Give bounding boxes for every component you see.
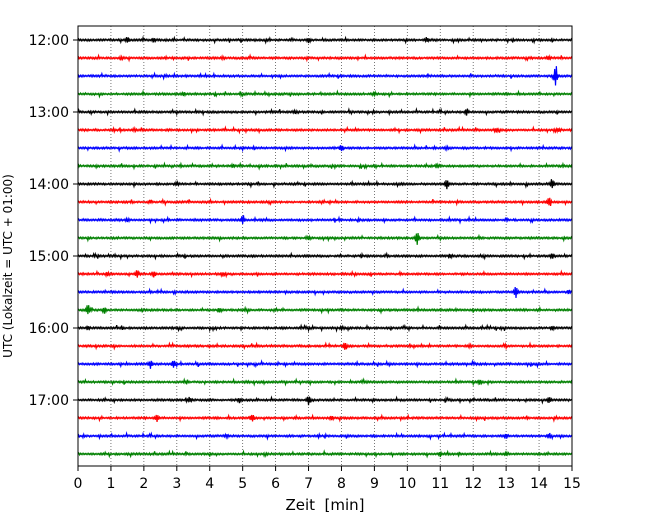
trace-1400 [77,179,573,190]
x-tick-label: 3 [172,476,181,492]
trace-1330 [77,143,573,153]
x-tick-label: 12 [464,476,482,492]
x-axis-label: Zeit [min] [285,496,364,514]
x-tick-label: 6 [271,476,280,492]
trace-1230 [77,66,573,86]
x-tick-label: 2 [139,476,148,492]
trace-1245 [77,89,573,99]
y-tick-label: 12:00 [29,33,69,49]
trace-1500 [77,251,573,261]
y-tick-label: 14:00 [29,177,69,193]
x-tick-label: 10 [398,476,416,492]
trace-1615 [77,341,573,351]
trace-1415 [77,197,573,207]
x-tick-label: 8 [337,476,346,492]
vertical-gridlines [110,26,540,466]
x-tick-label: 15 [563,476,581,492]
trace-1345 [77,161,573,171]
y-axis-ticks: 12:00 13:00 14:00 15:00 16:00 17:00 [29,33,78,409]
trace-1315 [77,125,573,135]
x-tick-label: 1 [106,476,115,492]
x-tick-label: 4 [205,476,214,492]
trace-1515 [77,269,573,279]
trace-1730 [77,431,573,441]
plot-frame [77,25,573,467]
trace-1700 [77,395,573,406]
trace-1215 [77,53,573,63]
x-tick-label: 13 [497,476,515,492]
trace-1600 [77,323,573,333]
y-axis-label: UTC (Lokalzeit = UTC + 01:00) [1,174,15,358]
trace-group [77,35,573,459]
x-tick-label: 14 [530,476,548,492]
trace-1745 [77,449,573,459]
trace-1200 [77,35,573,45]
x-tick-label: 11 [431,476,449,492]
y-tick-label: 13:00 [29,105,69,121]
trace-1630 [77,359,573,369]
y-tick-label: 16:00 [29,321,69,337]
trace-1445 [77,233,573,245]
x-tick-label: 7 [304,476,313,492]
trace-1545 [77,305,573,315]
y-tick-label: 17:00 [29,393,69,409]
x-axis-ticks: 0 1 2 3 4 5 6 7 8 9 10 11 12 13 14 15 [74,466,581,492]
trace-1715 [77,413,573,423]
trace-1530 [77,286,573,298]
trace-1430 [77,215,573,225]
trace-1300 [77,107,573,117]
y-tick-label: 15:00 [29,249,69,265]
x-tick-label: 5 [238,476,247,492]
x-tick-label: 0 [74,476,83,492]
plot-area [78,26,572,466]
x-tick-label: 9 [370,476,379,492]
trace-1645 [77,377,573,387]
